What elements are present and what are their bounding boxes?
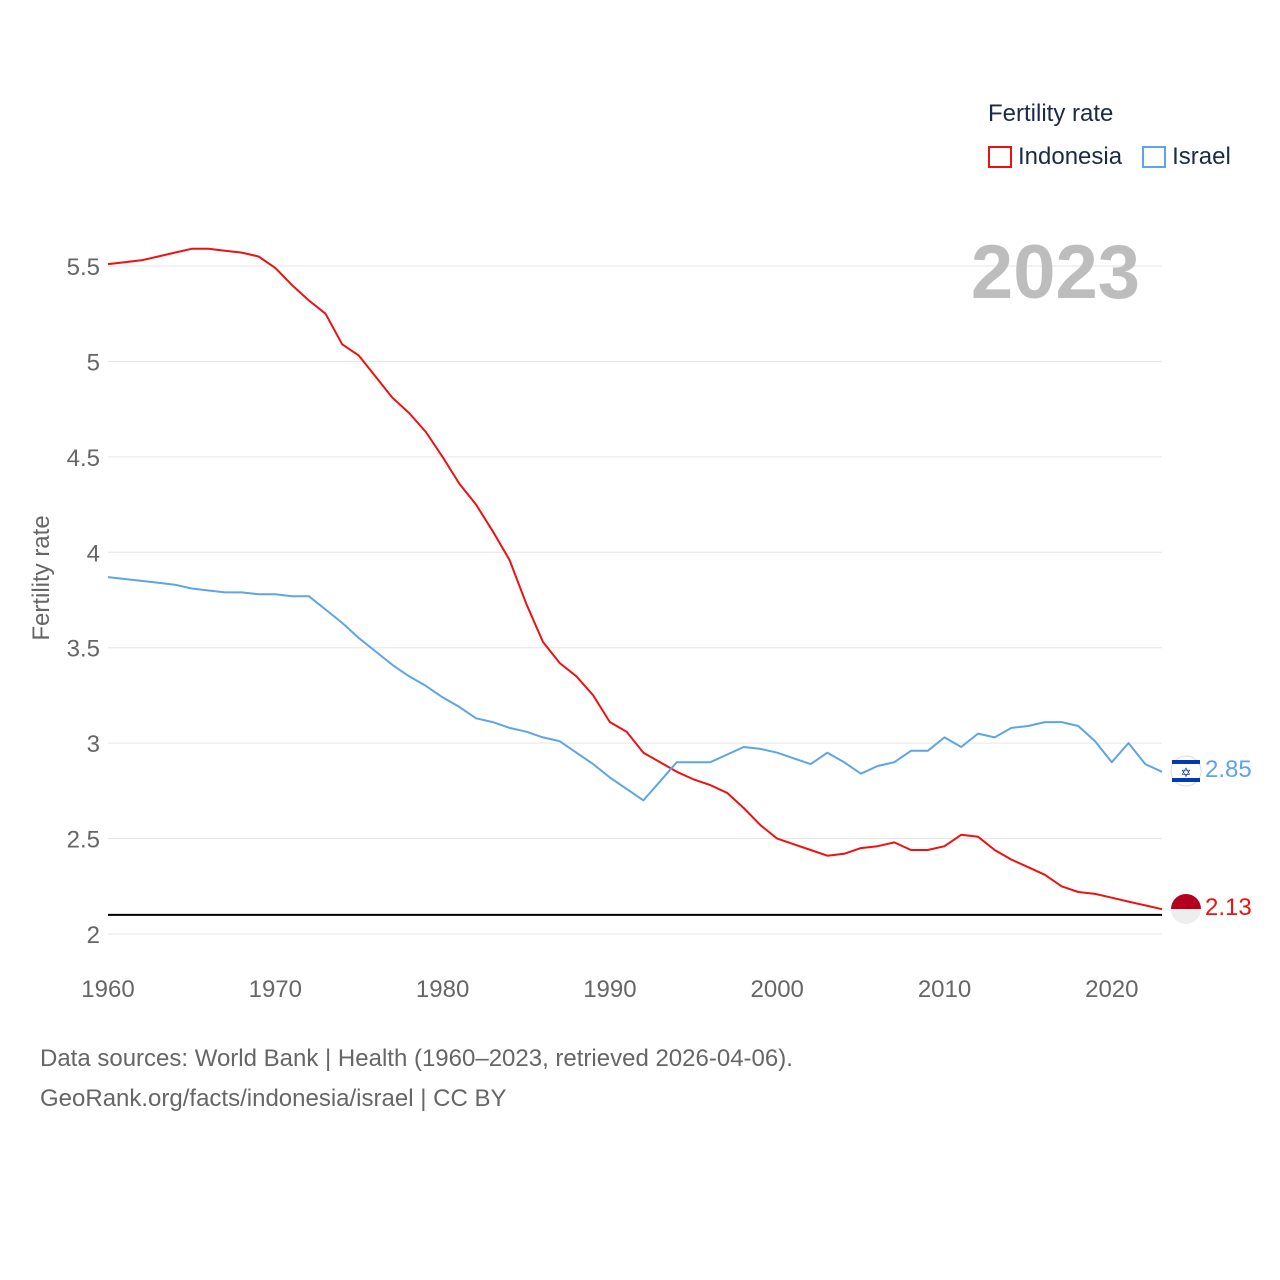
israel-flag-icon: ✡: [1170, 755, 1202, 787]
indonesia-flag-icon: [1171, 894, 1201, 924]
y-tick-label: 5: [87, 349, 100, 376]
series-line-indonesia: [107, 247, 1163, 911]
x-axis-ticks: 1960 1970 1980 1990 2000 2010 2020: [81, 976, 1138, 1003]
legend-item-indonesia[interactable]: Indonesia: [988, 143, 1122, 171]
y-tick-label: 3: [87, 731, 100, 758]
y-tick-label: 2: [87, 922, 100, 949]
x-tick-label: 2000: [751, 976, 804, 1003]
y-tick-label: 3.5: [67, 636, 100, 663]
y-axis-ticks: 2 2.5 3 3.5 4 4.5 5 5.5: [67, 254, 100, 949]
legend-item-israel[interactable]: Israel: [1142, 143, 1231, 171]
legend: Indonesia Israel: [988, 143, 1251, 171]
source-link[interactable]: GeoRank.org/facts/indonesia/israel | CC …: [40, 1085, 507, 1112]
x-tick-label: 1980: [416, 976, 469, 1003]
x-tick-label: 1970: [249, 976, 302, 1003]
x-tick-label: 1960: [81, 976, 134, 1003]
series-lines: [107, 247, 1163, 911]
legend-label-israel: Israel: [1172, 143, 1231, 170]
svg-text:✡: ✡: [1181, 766, 1192, 781]
israel-swatch-icon: [1142, 146, 1167, 168]
y-tick-label: 4: [87, 540, 100, 567]
y-axis-title: Fertility rate: [28, 515, 55, 641]
grid-lines: [108, 265, 1162, 935]
legend-label-indonesia: Indonesia: [1018, 143, 1123, 170]
x-tick-label: 1990: [583, 976, 636, 1003]
x-tick-label: 2010: [918, 976, 971, 1003]
y-tick-label: 4.5: [67, 445, 100, 472]
x-tick-label: 2020: [1085, 976, 1138, 1003]
y-tick-label: 2.5: [67, 827, 100, 854]
year-label: 2023: [971, 230, 1140, 315]
source-line: Data sources: World Bank | Health (1960–…: [40, 1045, 793, 1072]
indonesia-end-value: 2.13: [1205, 894, 1252, 921]
series-line-israel: [107, 576, 1163, 802]
israel-end-value: 2.85: [1205, 756, 1252, 783]
y-tick-label: 5.5: [67, 254, 100, 281]
legend-title: Fertility rate: [988, 100, 1114, 127]
indonesia-swatch-icon: [988, 146, 1012, 168]
